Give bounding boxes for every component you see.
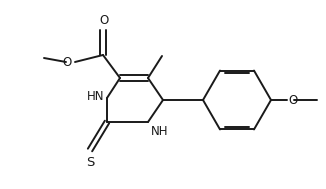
Text: S: S xyxy=(86,156,94,169)
Text: O: O xyxy=(63,56,72,68)
Text: HN: HN xyxy=(86,91,104,104)
Text: NH: NH xyxy=(151,125,169,138)
Text: O: O xyxy=(288,94,297,106)
Text: O: O xyxy=(99,14,109,27)
